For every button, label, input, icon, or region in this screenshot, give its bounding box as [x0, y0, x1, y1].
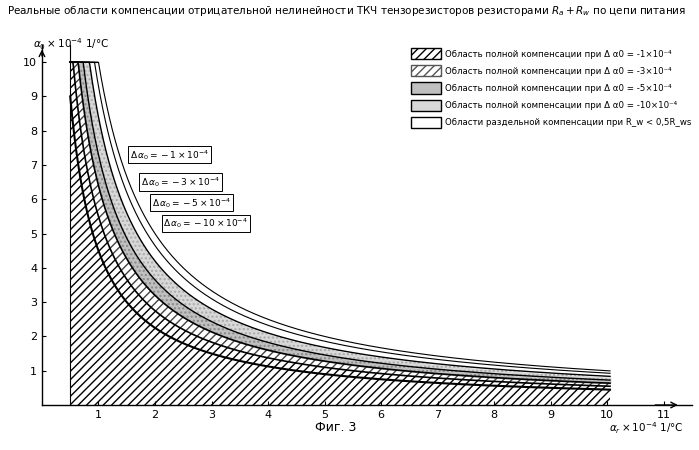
Text: $\Delta\,\alpha_0 = -5\times10^{-4}$: $\Delta\,\alpha_0 = -5\times10^{-4}$: [152, 196, 231, 210]
Text: $\alpha_r \times 10^{-4}$ 1/°C: $\alpha_r \times 10^{-4}$ 1/°C: [609, 420, 684, 436]
Text: $\Delta\,\alpha_0 = -10\times10^{-4}$: $\Delta\,\alpha_0 = -10\times10^{-4}$: [164, 216, 248, 230]
Text: Фиг. 3: Фиг. 3: [315, 421, 356, 434]
Text: Реальные области компенсации отрицательной нелинейности ТКЧ тензорезисторов рези: Реальные области компенсации отрицательн…: [7, 4, 686, 18]
Text: $\alpha_0 \times 10^{-4}$ 1/°C: $\alpha_0 \times 10^{-4}$ 1/°C: [34, 36, 110, 52]
Text: $\Delta\,\alpha_0 = -3\times10^{-4}$: $\Delta\,\alpha_0 = -3\times10^{-4}$: [141, 175, 220, 189]
Text: $\Delta\,\alpha_0 = -1\times10^{-4}$: $\Delta\,\alpha_0 = -1\times10^{-4}$: [129, 148, 209, 162]
Legend: Область полной компенсации при Δ α0 = -1×10⁻⁴, Область полной компенсации при Δ : Область полной компенсации при Δ α0 = -1…: [408, 46, 694, 130]
